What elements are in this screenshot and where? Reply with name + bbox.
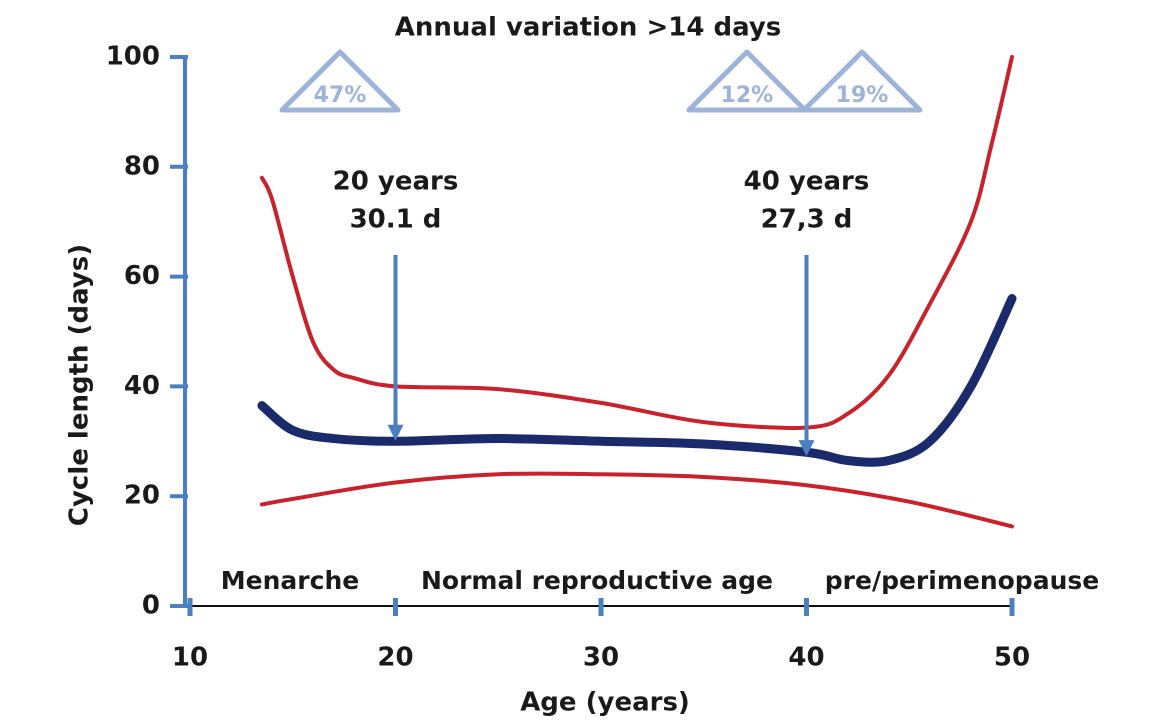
x-tick-label: 10 xyxy=(172,643,208,673)
y-tick-label: 100 xyxy=(106,42,160,72)
triangle-label: 19% xyxy=(836,83,889,108)
triangle-label: 12% xyxy=(721,83,774,108)
x-tick-label: 50 xyxy=(994,643,1030,673)
x-tick-label: 40 xyxy=(788,643,824,673)
arrow-head xyxy=(798,440,815,457)
y-tick-label: 80 xyxy=(124,151,160,181)
arrow-label: 40 years xyxy=(744,167,870,197)
y-tick-label: 0 xyxy=(142,591,160,621)
phase-label: pre/perimenopause xyxy=(825,566,1099,595)
y-tick-label: 60 xyxy=(124,261,160,291)
phase-label: Normal reproductive age xyxy=(421,566,773,595)
arrow-label: 27,3 d xyxy=(761,205,853,235)
line xyxy=(257,294,1017,467)
phase-label: Menarche xyxy=(221,566,359,595)
y-tick-label: 40 xyxy=(124,371,160,401)
y-tick-label: 20 xyxy=(124,481,160,511)
x-axis-label: Age (years) xyxy=(520,688,690,718)
triangle xyxy=(279,49,401,113)
triangle-label: 47% xyxy=(314,83,367,108)
line xyxy=(259,471,1014,529)
y-axis-label: Cycle length (days) xyxy=(65,244,95,526)
x-tick-label: 30 xyxy=(583,643,619,673)
chart-title: Annual variation >14 days xyxy=(395,13,782,43)
x-tick-label: 20 xyxy=(377,643,413,673)
triangle xyxy=(686,49,808,113)
arrow-head xyxy=(387,424,404,441)
triangle xyxy=(801,49,923,113)
arrow-label: 30.1 d xyxy=(350,205,442,235)
line xyxy=(259,55,1014,430)
arrow-label: 20 years xyxy=(333,167,459,197)
